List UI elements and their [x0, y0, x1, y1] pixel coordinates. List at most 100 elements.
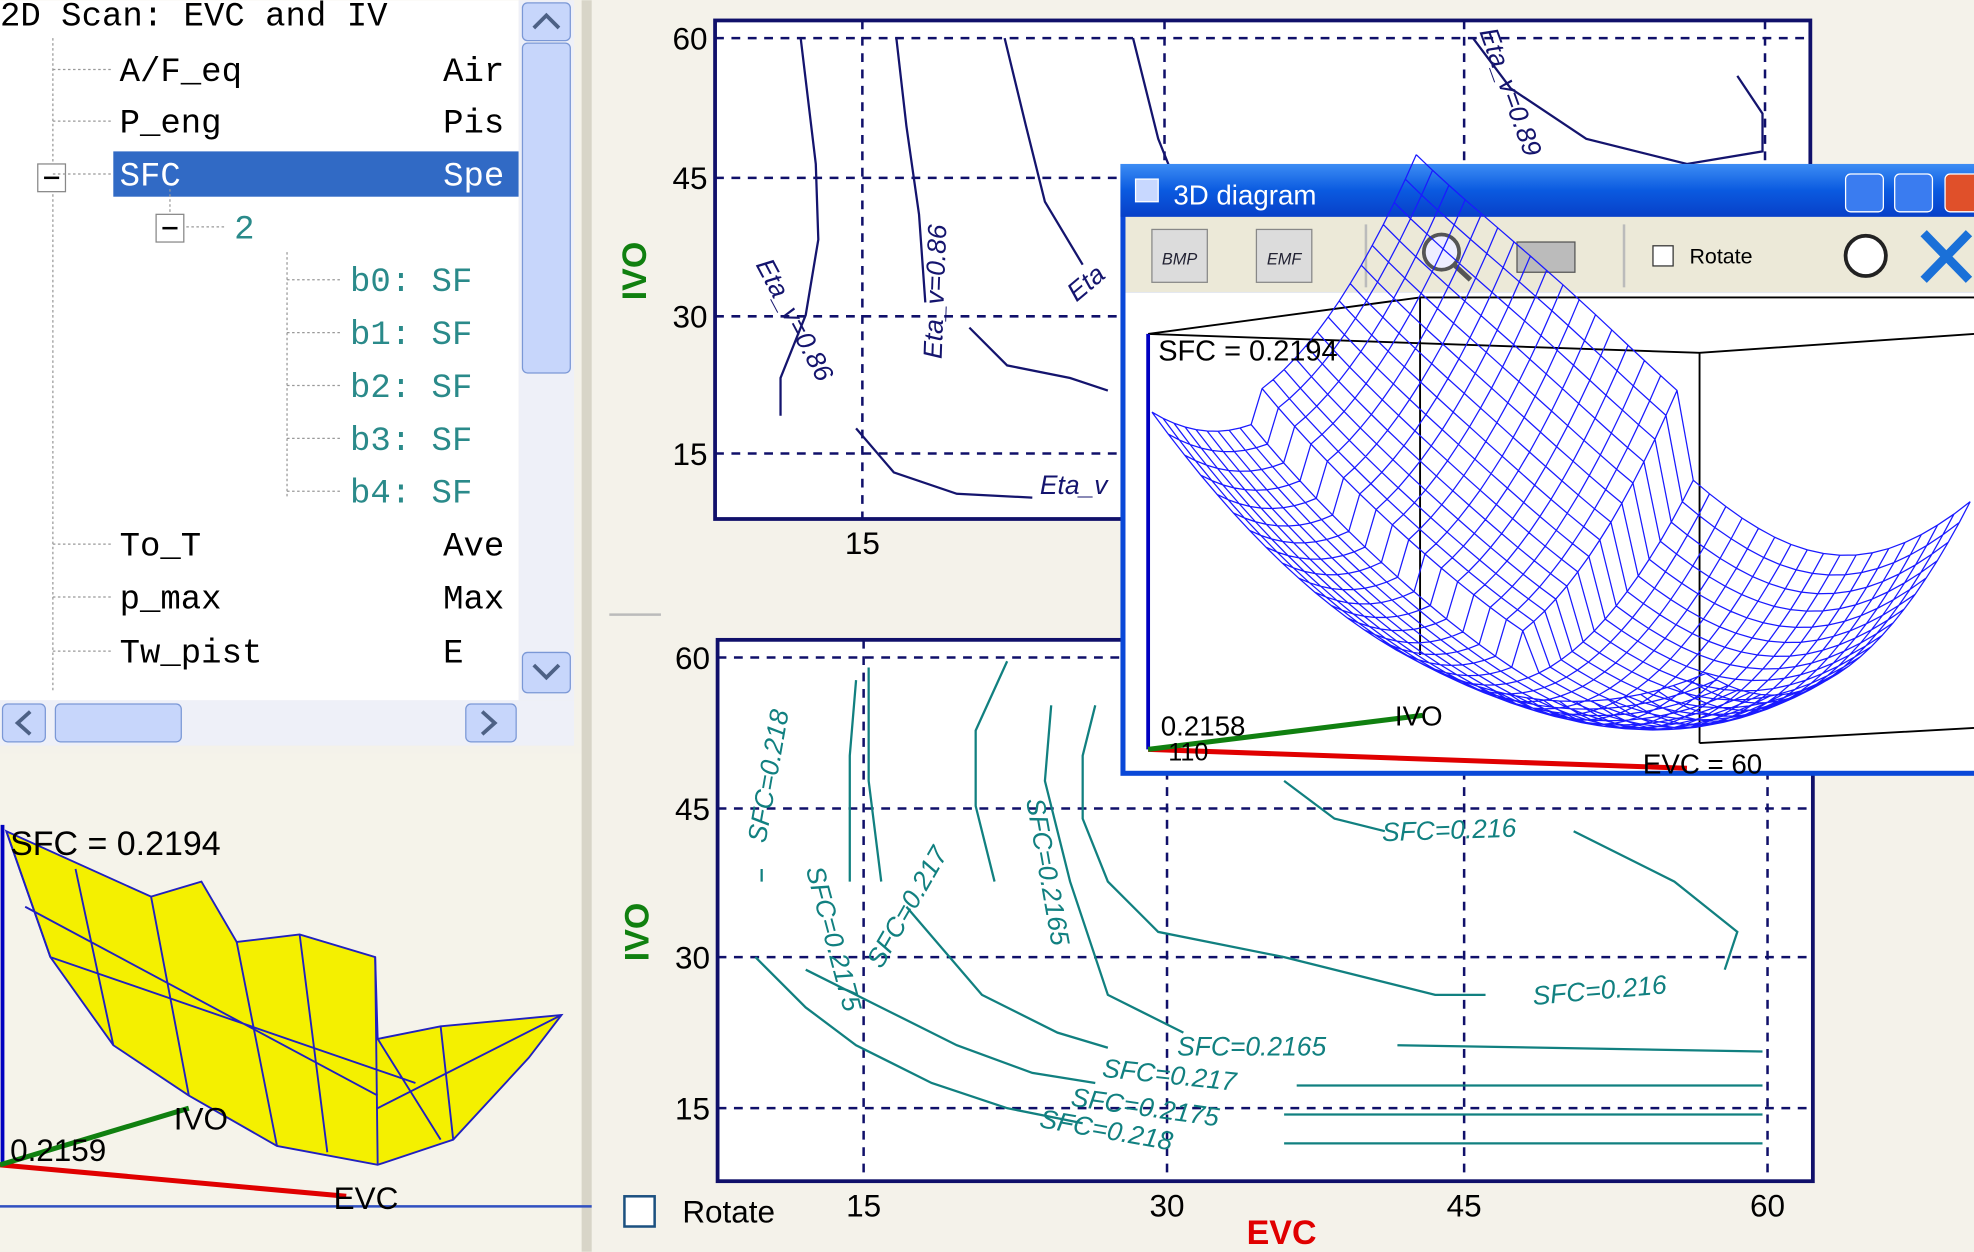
tree-item[interactable]: Tw_pist — [120, 636, 263, 674]
tree-desc: Pis — [443, 106, 504, 144]
button-label: BMP — [1162, 251, 1198, 269]
decor — [521, 651, 571, 694]
decor — [1, 703, 46, 743]
preview-min: 0.2159 — [10, 1133, 106, 1168]
decor — [1003, 37, 1084, 266]
decor — [754, 956, 1083, 1125]
tree-title: 2D Scan: EVC and IV — [0, 0, 388, 36]
y-axis-label: IVO — [616, 242, 654, 301]
tree-item[interactable]: A/F_eq — [120, 54, 242, 92]
decor — [855, 427, 1033, 499]
decor — [760, 680, 858, 882]
preview-y-axis: IVO — [174, 1102, 228, 1137]
ivo-label: IVO — [1395, 700, 1443, 731]
tree: 2D Scan: EVC and IV A/F_eq Air P_eng Pis SFC S… — [0, 0, 504, 674]
tree-desc: E — [443, 636, 463, 674]
tree-item[interactable]: 2 — [234, 211, 254, 249]
help-button[interactable] — [1843, 233, 1888, 278]
tree-panel — [0, 0, 519, 701]
contour-label: SFC=0.2165 — [1177, 1031, 1326, 1061]
y-tick-label: 30 — [673, 300, 708, 335]
preview-x-axis: EVC — [334, 1181, 399, 1216]
y-tick-label: 45 — [675, 792, 710, 827]
y-tick-label: 60 — [675, 641, 710, 676]
decor — [465, 703, 517, 743]
preview-label: SFC = 0.2194 — [10, 825, 221, 863]
y-tick-label: 30 — [675, 940, 710, 975]
decor — [895, 37, 927, 303]
y-tick-label: 45 — [673, 161, 708, 196]
tree-item[interactable]: p_max — [120, 581, 222, 619]
surface-label: SFC = 0.2194 — [1158, 335, 1337, 367]
maximize[interactable] — [1894, 173, 1934, 213]
decor — [1148, 296, 1974, 745]
window-title: 3D diagram — [1173, 179, 1316, 210]
decor: 60 45 30 15 15 — [673, 21, 880, 561]
decor — [532, 12, 561, 30]
y-tick-label: 15 — [675, 1092, 710, 1127]
decor — [581, 0, 592, 1252]
decor — [1452, 262, 1473, 282]
decor — [0, 1105, 190, 1168]
corner-label: 110 — [1168, 739, 1208, 767]
mesh-lines — [1151, 154, 1971, 731]
x-axis-label: EVC — [1247, 1214, 1317, 1252]
decor — [1134, 178, 1159, 203]
tree-item[interactable]: b3: SF — [350, 423, 472, 461]
close-x[interactable] — [1920, 230, 1973, 283]
close[interactable] — [1944, 173, 1974, 213]
bmp-button[interactable] — [1151, 228, 1208, 283]
button-label: EMF — [1267, 251, 1303, 269]
decor — [1148, 296, 1974, 745]
selection — [113, 151, 519, 197]
decor — [0, 1162, 347, 1199]
decor — [1043, 705, 1184, 1034]
decor — [1148, 746, 1688, 771]
contour-label: Eta_v=0.86 — [918, 224, 953, 360]
y-tick-label: 60 — [673, 21, 708, 56]
tree-desc: Spe — [443, 158, 504, 196]
contour-label: Eta_v — [1040, 470, 1109, 500]
tree-item[interactable]: b0: SF — [350, 264, 472, 302]
tree-item[interactable]: b4: SF — [350, 476, 472, 514]
title-bar[interactable] — [1120, 163, 1974, 217]
minimize[interactable] — [1844, 173, 1884, 213]
tree-item[interactable]: To_T — [120, 529, 202, 567]
decor: 60 45 30 15 15 30 45 60 — [675, 641, 1785, 1224]
tree-item[interactable]: P_eng — [120, 106, 222, 144]
decor — [1397, 1044, 1763, 1053]
evc-label: EVC = 60 — [1643, 748, 1762, 779]
window-3d: 3D diagram BMP EMF Rotate SFC = 0.2194 0… — [1120, 154, 1974, 779]
decor — [867, 667, 1109, 1049]
tree-item[interactable]: b2: SF — [350, 370, 472, 408]
x-tick-label: 15 — [846, 1188, 881, 1223]
rotate-checkbox[interactable] — [623, 1195, 656, 1228]
x-tick-label: 45 — [1447, 1188, 1482, 1223]
x-tick-label: 15 — [845, 526, 880, 561]
emf-button[interactable] — [1255, 228, 1313, 283]
decor — [521, 2, 571, 42]
tree-item[interactable]: b1: SF — [350, 317, 472, 355]
contour-label: SFC=0.216 — [1381, 813, 1517, 848]
tree-desc: Max — [443, 581, 504, 619]
contours — [754, 660, 1763, 1145]
rotate-checkbox[interactable] — [1652, 245, 1674, 267]
decor — [1081, 705, 1739, 996]
mesh — [1151, 154, 1971, 731]
rotate-label[interactable]: Rotate — [1689, 244, 1752, 268]
rotate-label[interactable]: Rotate — [682, 1195, 775, 1230]
decor — [14, 710, 498, 736]
decor — [5, 830, 562, 1165]
decor — [532, 663, 561, 681]
decor — [779, 37, 820, 416]
decor — [54, 703, 182, 743]
tree-desc: Air — [443, 54, 504, 92]
decor — [974, 660, 1009, 882]
yellow-surface — [4, 829, 564, 1166]
x-tick-label: 60 — [1750, 1188, 1785, 1223]
min-label: 0.2158 — [1161, 711, 1246, 742]
tree-item[interactable]: SFC — [120, 158, 181, 196]
scroll-thumb[interactable] — [521, 42, 571, 374]
decor — [1131, 37, 1172, 171]
decor — [1147, 712, 1423, 752]
